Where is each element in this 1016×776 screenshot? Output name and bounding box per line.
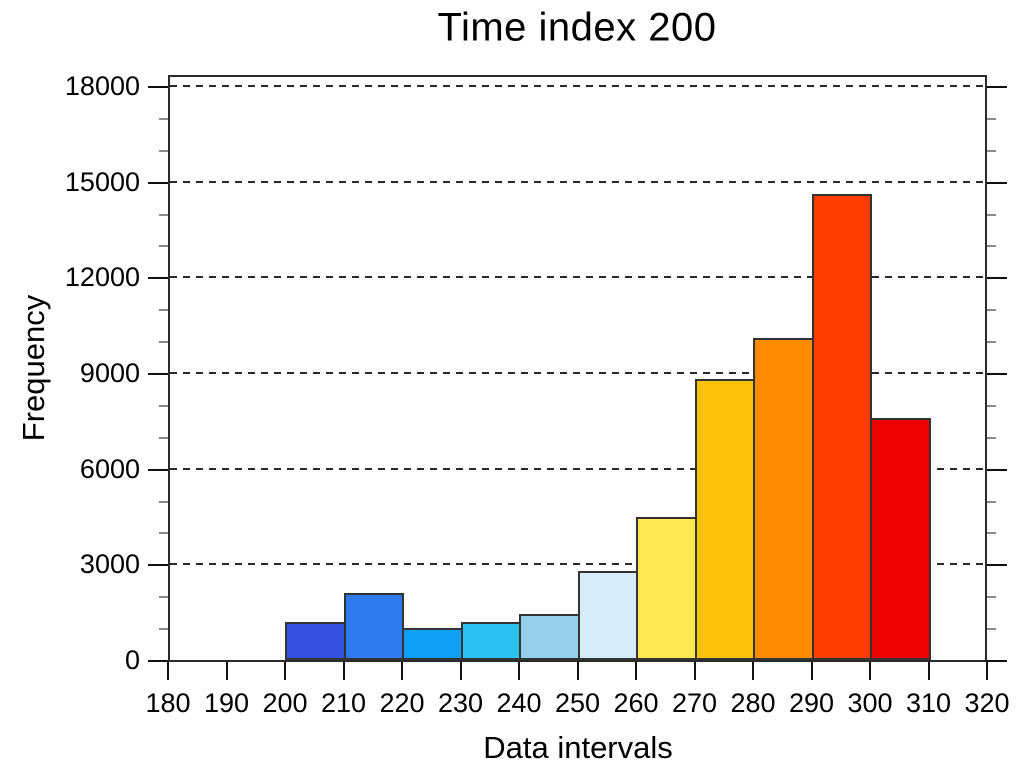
y-minor-tick-right-17000	[987, 117, 996, 120]
x-tick-label-210: 210	[320, 688, 367, 718]
y-minor-tick-right-4000	[987, 532, 996, 535]
gridline-y-9000	[170, 372, 985, 374]
y-minor-tick-left-8000	[159, 404, 168, 407]
y-minor-tick-left-5000	[159, 500, 168, 503]
x-tick-280	[752, 662, 754, 680]
gridline-y-15000	[170, 180, 985, 183]
histogram-bar-270-280	[694, 379, 755, 660]
y-minor-tick-right-1000	[987, 628, 996, 631]
x-axis-title: Data intervals	[483, 730, 673, 765]
gridline-y-18000	[170, 85, 985, 87]
y-minor-tick-right-13000	[987, 245, 996, 248]
y-major-tick-left-0	[148, 660, 168, 662]
y-major-tick-left-15000	[148, 181, 168, 184]
y-major-tick-left-12000	[148, 277, 168, 280]
y-minor-tick-left-10000	[159, 341, 168, 344]
histogram-bar-220-230	[402, 628, 463, 660]
histogram-bar-250-260	[577, 570, 638, 660]
x-tick-label-250: 250	[554, 688, 601, 718]
x-tick-label-300: 300	[847, 688, 893, 718]
x-tick-200	[284, 662, 286, 680]
y-major-tick-right-6000	[987, 468, 1007, 471]
x-tick-290	[810, 662, 813, 680]
x-tick-250	[576, 662, 579, 680]
x-tick-310	[927, 662, 930, 680]
x-tick-label-260: 260	[613, 688, 659, 718]
y-minor-tick-left-16000	[159, 149, 168, 152]
x-tick-label-220: 220	[379, 688, 425, 718]
y-tick-label-0: 0	[124, 644, 140, 675]
gridline-y-6000	[170, 467, 985, 470]
y-tick-label-3000: 3000	[79, 549, 140, 580]
y-major-tick-left-9000	[148, 373, 168, 375]
y-major-tick-right-15000	[987, 181, 1007, 184]
x-tick-270	[693, 662, 696, 680]
y-axis-title: Frequency	[16, 294, 51, 442]
histogram-bar-210-220	[343, 593, 404, 660]
x-tick-label-190: 190	[203, 688, 250, 718]
histogram-bar-260-270	[636, 516, 697, 660]
x-tick-240	[518, 662, 520, 680]
x-tick-label-280: 280	[730, 688, 776, 718]
y-tick-label-6000: 6000	[79, 453, 140, 484]
gridline-y-12000	[170, 276, 985, 279]
y-major-tick-right-18000	[987, 86, 1007, 88]
x-tick-220	[401, 662, 403, 680]
plot-area	[168, 75, 987, 662]
x-tick-label-320: 320	[964, 688, 1010, 718]
x-tick-label-270: 270	[671, 688, 718, 718]
y-minor-tick-right-14000	[987, 213, 996, 216]
y-tick-label-9000: 9000	[79, 357, 140, 388]
y-major-tick-left-6000	[148, 468, 168, 471]
x-tick-210	[342, 662, 345, 680]
y-minor-tick-right-8000	[987, 404, 996, 407]
x-tick-label-180: 180	[145, 688, 191, 718]
x-tick-300	[869, 662, 871, 680]
y-minor-tick-left-1000	[159, 628, 168, 631]
y-minor-tick-left-7000	[159, 436, 168, 439]
y-major-tick-left-3000	[148, 564, 168, 567]
x-tick-190	[225, 662, 228, 680]
y-major-tick-right-12000	[987, 277, 1007, 280]
x-tick-260	[635, 662, 637, 680]
y-minor-tick-right-2000	[987, 596, 996, 599]
y-minor-tick-left-14000	[159, 213, 168, 216]
y-major-tick-left-18000	[148, 86, 168, 88]
x-tick-180	[167, 662, 169, 680]
x-tick-label-200: 200	[262, 688, 308, 718]
x-tick-label-230: 230	[437, 688, 484, 718]
y-minor-tick-right-7000	[987, 436, 996, 439]
chart-title: Time index 200	[437, 5, 717, 50]
histogram-bar-240-250	[519, 613, 580, 660]
y-minor-tick-left-13000	[159, 245, 168, 248]
histogram-bar-290-300	[811, 194, 872, 660]
histogram-bar-300-310	[870, 417, 931, 660]
y-major-tick-right-3000	[987, 564, 1007, 567]
histogram-bar-280-290	[753, 337, 814, 660]
y-tick-label-12000: 12000	[64, 262, 140, 293]
x-tick-320	[986, 662, 988, 680]
y-major-tick-right-9000	[987, 373, 1007, 375]
y-minor-tick-left-11000	[159, 309, 168, 312]
y-minor-tick-right-10000	[987, 341, 996, 344]
x-tick-label-290: 290	[788, 688, 835, 718]
x-tick-230	[459, 662, 462, 680]
y-major-tick-right-0	[987, 660, 1007, 662]
y-minor-tick-left-2000	[159, 596, 168, 599]
x-tick-label-310: 310	[905, 688, 952, 718]
y-minor-tick-right-11000	[987, 309, 996, 312]
y-tick-label-15000: 15000	[64, 166, 140, 197]
y-minor-tick-right-16000	[987, 149, 996, 152]
x-tick-label-240: 240	[496, 688, 542, 718]
y-tick-label-18000: 18000	[64, 70, 140, 101]
y-minor-tick-left-4000	[159, 532, 168, 535]
y-minor-tick-left-17000	[159, 117, 168, 120]
histogram-bar-230-240	[460, 621, 521, 660]
gridline-y-3000	[170, 563, 985, 566]
y-minor-tick-right-5000	[987, 500, 996, 503]
histogram-bar-200-210	[285, 621, 346, 660]
